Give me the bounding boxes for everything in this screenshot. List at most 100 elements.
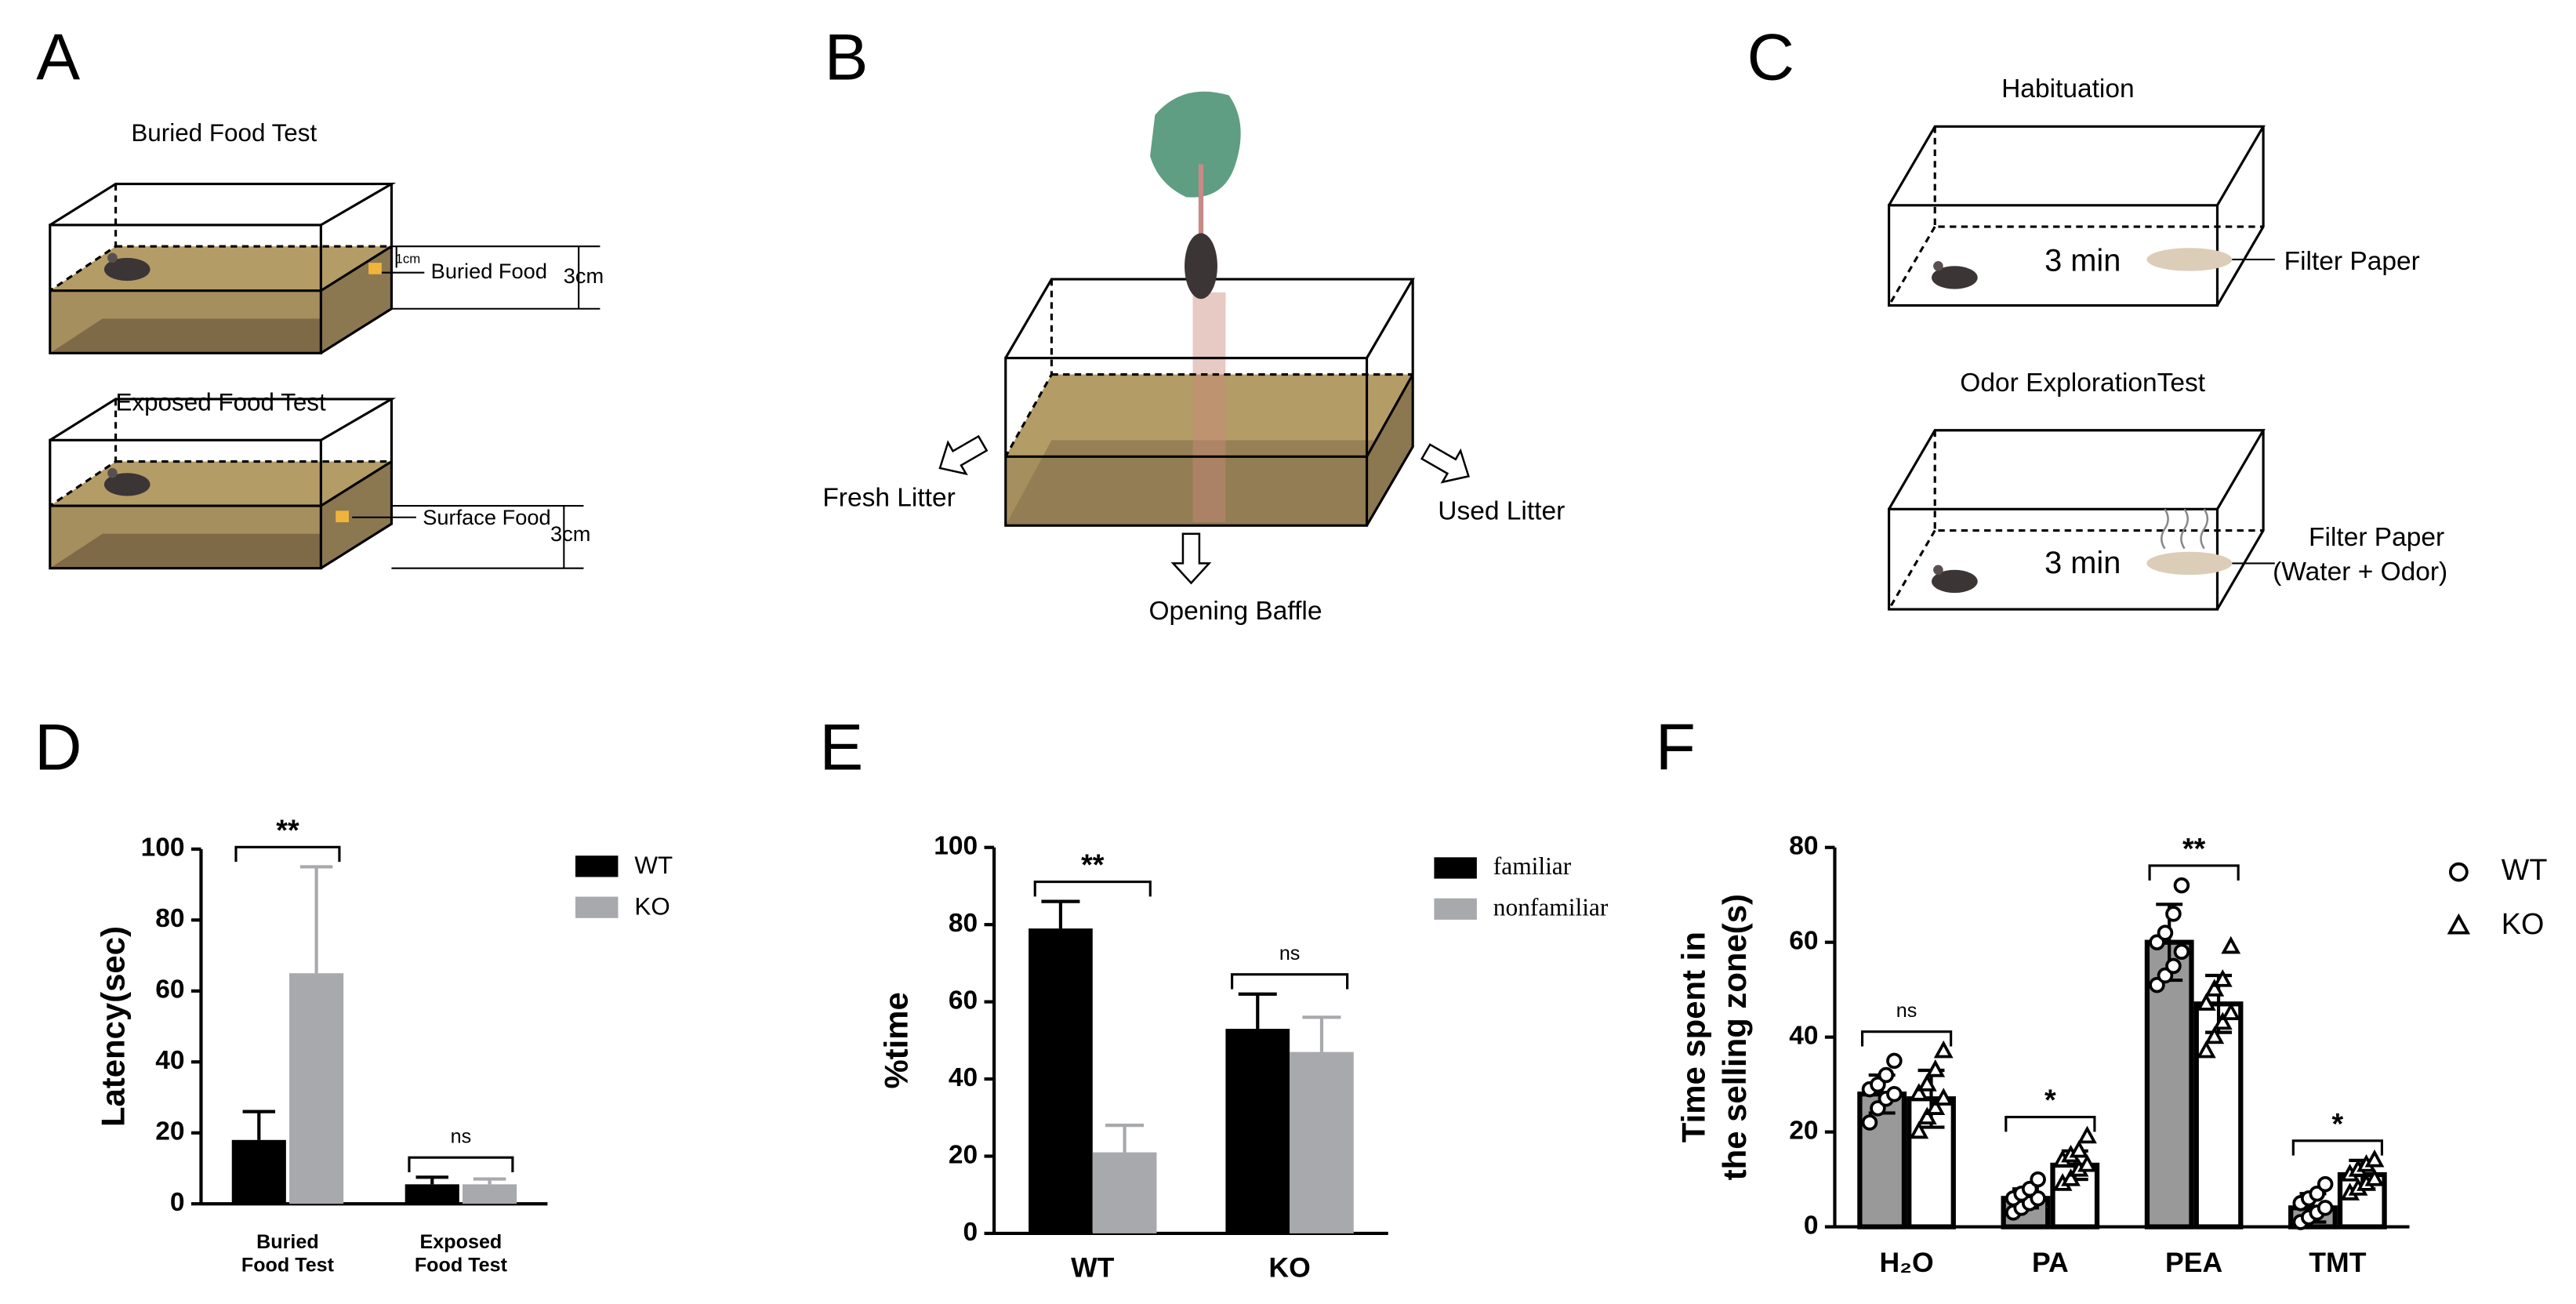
bar xyxy=(231,1139,286,1204)
point xyxy=(2077,1125,2097,1144)
odor xyxy=(2160,508,2209,550)
depth-label: 1cm xyxy=(396,251,421,266)
point xyxy=(2173,877,2190,894)
point xyxy=(1878,1066,1895,1084)
significance-label: ns xyxy=(1279,943,1301,964)
legend-marker xyxy=(2447,913,2471,935)
y-tick-label: 0 xyxy=(1804,1211,1819,1240)
bar xyxy=(463,1184,517,1204)
x-tick-label: Food Test xyxy=(415,1254,508,1276)
test-title: Buried Food Test xyxy=(131,119,317,147)
panel-label: E xyxy=(819,710,863,783)
point xyxy=(1909,1121,1929,1139)
test-title: Exposed Food Test xyxy=(115,389,326,416)
arrows xyxy=(938,434,1470,585)
legend-label: WT xyxy=(2502,853,2548,886)
y-axis-label: Latency(sec) xyxy=(95,926,132,1127)
point xyxy=(2157,924,2174,941)
point xyxy=(2196,1040,2216,1059)
point xyxy=(1909,1083,1929,1101)
x-tick-label: PA xyxy=(2032,1247,2069,1278)
legend-label: familiar xyxy=(1493,852,1572,880)
legend-swatch xyxy=(575,896,619,918)
point xyxy=(2204,979,2225,997)
cage xyxy=(1004,278,1415,527)
bar xyxy=(1092,1152,1157,1233)
cage xyxy=(1888,125,2265,307)
point xyxy=(1886,1052,1903,1070)
point xyxy=(2221,1002,2241,1021)
point xyxy=(1861,1114,1878,1131)
y-tick-label: 20 xyxy=(155,1117,184,1146)
panel-label: F xyxy=(1656,710,1696,783)
food xyxy=(368,263,382,274)
point xyxy=(1933,1040,1954,1059)
point xyxy=(2212,1012,2233,1030)
mouse xyxy=(1185,233,1217,300)
hand xyxy=(1150,91,1241,198)
significance-bracket xyxy=(408,1156,514,1173)
baffle-label: Opening Baffle xyxy=(1148,597,1322,626)
y-axis-label: the selling zone(s) xyxy=(1716,894,1753,1180)
y-tick-label: 60 xyxy=(1789,927,1818,956)
bar xyxy=(405,1184,459,1204)
y-tick-label: 40 xyxy=(949,1063,978,1092)
y-tick-label: 100 xyxy=(141,834,185,863)
significance-bracket xyxy=(2005,1115,2096,1132)
paper-note: (Water + Odor) xyxy=(2273,558,2447,587)
panel-label: D xyxy=(34,710,82,783)
panel-label: B xyxy=(825,20,869,94)
paper-label: Filter Paper xyxy=(2284,247,2420,276)
legend-label: nonfamiliar xyxy=(1493,894,1609,921)
cage xyxy=(49,183,393,354)
point xyxy=(2030,1171,2046,1188)
panel-label: A xyxy=(36,20,80,94)
y-tick-label: 60 xyxy=(949,986,978,1015)
significance-bracket xyxy=(1033,880,1152,897)
y-tick-label: 0 xyxy=(963,1218,978,1247)
point xyxy=(2364,1168,2385,1186)
point xyxy=(1917,1106,1937,1125)
x-tick-label: Exposed xyxy=(420,1231,503,1253)
panel-label: C xyxy=(1747,20,1795,94)
significance-bracket xyxy=(2148,864,2240,881)
legend-label: KO xyxy=(634,893,669,921)
panel-a: A Buried Food Test 1cm Buried Food 3cm E… xyxy=(36,20,604,570)
time-label: 3 min xyxy=(2044,546,2121,580)
x-tick-label: WT xyxy=(1071,1251,1115,1283)
significance-label: ns xyxy=(451,1126,472,1148)
bar xyxy=(1029,928,1093,1233)
height-label: 3cm xyxy=(550,521,590,546)
point xyxy=(1933,1088,1954,1106)
step-title: Odor ExplorationTest xyxy=(1960,369,2206,398)
x-tick-label: TMT xyxy=(2309,1247,2366,1278)
legend-swatch xyxy=(1434,857,1477,879)
point xyxy=(2221,935,2241,954)
x-tick-label: Food Test xyxy=(241,1254,335,1276)
significance-bracket xyxy=(1231,973,1349,990)
y-tick-label: 80 xyxy=(1789,832,1818,861)
point xyxy=(1925,1097,1946,1115)
y-tick-label: 40 xyxy=(155,1046,184,1075)
legend-label: KO xyxy=(2502,907,2544,940)
y-tick-label: 80 xyxy=(155,904,184,933)
point xyxy=(2173,943,2190,961)
bar xyxy=(1290,1052,1354,1233)
y-axis-label: %time xyxy=(878,992,915,1088)
point xyxy=(2069,1139,2089,1158)
food-label: Surface Food xyxy=(423,505,550,529)
point xyxy=(2212,969,2233,987)
time-label: 3 min xyxy=(2044,244,2121,278)
y-tick-label: 80 xyxy=(949,909,978,938)
x-tick-label: H₂O xyxy=(1879,1247,1933,1278)
significance-label: ns xyxy=(1896,1000,1917,1022)
legend-swatch xyxy=(575,855,619,877)
point xyxy=(1886,1085,1903,1102)
significance-label: ** xyxy=(2182,832,2206,865)
cage xyxy=(49,398,393,570)
y-tick-label: 60 xyxy=(155,975,184,1004)
point xyxy=(2061,1168,2081,1186)
x-tick-label: PEA xyxy=(2165,1247,2222,1278)
significance-label: ** xyxy=(1081,848,1105,881)
